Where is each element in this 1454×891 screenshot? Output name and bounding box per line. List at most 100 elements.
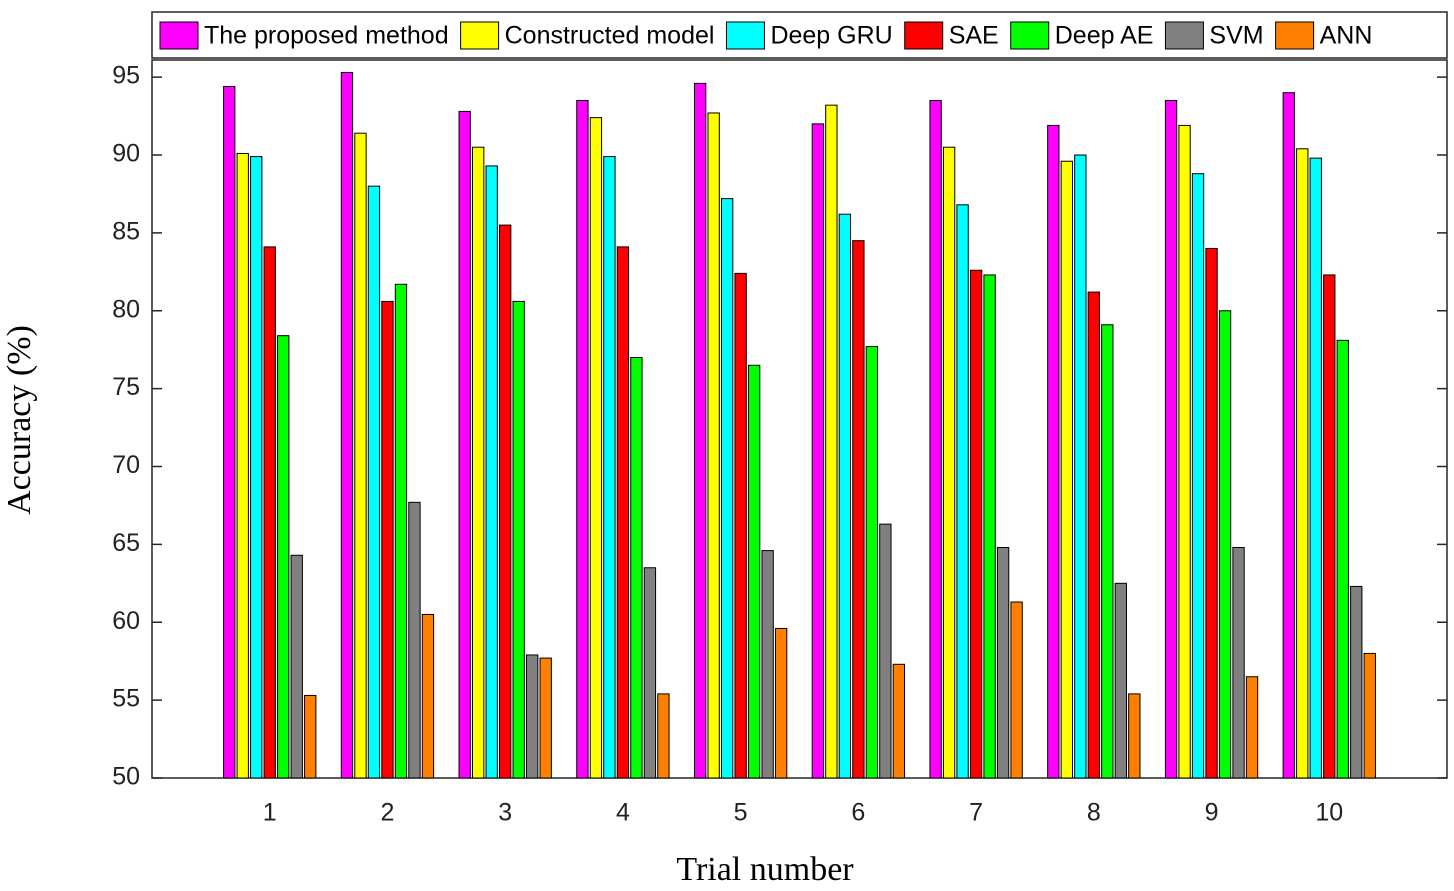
legend-swatch	[725, 21, 765, 50]
bar	[472, 146, 485, 779]
bar	[499, 224, 512, 779]
legend-swatch	[1275, 21, 1315, 50]
bar	[693, 82, 707, 779]
legend-swatch	[1010, 21, 1050, 50]
y-tick-label: 55	[112, 685, 140, 713]
x-tick-label: 7	[969, 799, 983, 827]
bar	[1047, 124, 1060, 779]
bar	[852, 240, 865, 779]
bar	[250, 156, 263, 779]
legend-label: Deep GRU	[770, 22, 892, 50]
legend-label: ANN	[1320, 22, 1373, 50]
bar	[340, 71, 354, 779]
bar	[774, 627, 788, 779]
legend	[151, 11, 1448, 59]
bar	[838, 213, 852, 779]
x-tick-label: 1	[263, 799, 277, 827]
bar	[263, 246, 276, 779]
bar	[630, 356, 643, 779]
y-tick-label: 80	[112, 295, 140, 323]
bar	[1010, 601, 1023, 779]
bar	[1205, 247, 1218, 779]
x-tick-label: 4	[616, 799, 630, 827]
bar	[1128, 693, 1141, 779]
bar	[747, 364, 761, 779]
legend-swatch	[460, 21, 500, 50]
legend-swatch	[1164, 21, 1204, 50]
bar	[643, 567, 657, 779]
bar	[1178, 124, 1191, 779]
bar	[512, 300, 525, 779]
bar	[223, 85, 236, 779]
legend-label: Constructed model	[505, 22, 715, 50]
bar	[236, 152, 249, 779]
x-axis-label: Trial number	[676, 851, 854, 888]
bar	[458, 110, 471, 779]
bar	[657, 693, 670, 779]
bar	[1296, 148, 1309, 779]
x-tick-label: 5	[734, 799, 748, 827]
bar	[1087, 291, 1100, 779]
bar	[421, 613, 435, 779]
y-tick-label: 70	[112, 451, 140, 479]
bar	[1350, 585, 1363, 779]
legend-swatch	[904, 21, 944, 50]
bar	[1336, 339, 1349, 779]
bar	[996, 546, 1010, 779]
bar	[1232, 546, 1245, 779]
bar	[734, 272, 747, 779]
bar	[811, 123, 825, 779]
y-tick-label: 90	[112, 140, 140, 168]
bar	[394, 283, 408, 779]
x-tick-label: 6	[851, 799, 865, 827]
x-tick-label: 3	[498, 799, 512, 827]
bar	[1245, 676, 1259, 779]
bar	[603, 156, 616, 779]
bar	[354, 132, 367, 779]
bar	[879, 523, 892, 779]
bar	[942, 146, 956, 779]
bar	[1218, 310, 1232, 779]
bar	[707, 112, 720, 779]
bar	[761, 550, 774, 779]
bar	[956, 204, 969, 779]
x-tick-label: 10	[1315, 799, 1343, 827]
bar	[381, 300, 394, 779]
bar	[1101, 324, 1114, 779]
legend-label: SVM	[1209, 22, 1263, 50]
bar	[1060, 160, 1073, 779]
y-tick-label: 75	[112, 373, 140, 401]
y-axis-label: Accuracy (%)	[1, 325, 38, 515]
legend-label: Deep AE	[1055, 22, 1154, 50]
bar	[367, 185, 381, 779]
y-tick-label: 65	[112, 529, 140, 557]
y-tick-label: 60	[112, 607, 140, 635]
bar	[290, 554, 303, 779]
bar	[408, 501, 421, 779]
bar	[892, 663, 906, 779]
bar	[1074, 154, 1087, 779]
y-tick-label: 85	[112, 217, 140, 245]
y-tick-label: 50	[112, 763, 140, 791]
bar	[526, 654, 539, 779]
bar	[576, 99, 589, 779]
bar	[1323, 274, 1336, 779]
bar	[865, 346, 879, 779]
x-tick-label: 9	[1205, 799, 1219, 827]
legend-label: The proposed method	[204, 22, 449, 50]
bar	[1309, 157, 1322, 779]
bar	[1282, 92, 1295, 779]
y-tick-label: 95	[112, 62, 140, 90]
bar	[1164, 99, 1178, 779]
bar	[825, 104, 838, 779]
bar	[304, 694, 317, 779]
bar	[589, 117, 603, 779]
bar	[277, 335, 290, 779]
bar	[969, 269, 983, 779]
bar	[485, 165, 498, 779]
bar	[616, 246, 630, 779]
bar	[1363, 652, 1376, 779]
bar	[983, 274, 996, 779]
legend-swatch	[159, 21, 199, 50]
